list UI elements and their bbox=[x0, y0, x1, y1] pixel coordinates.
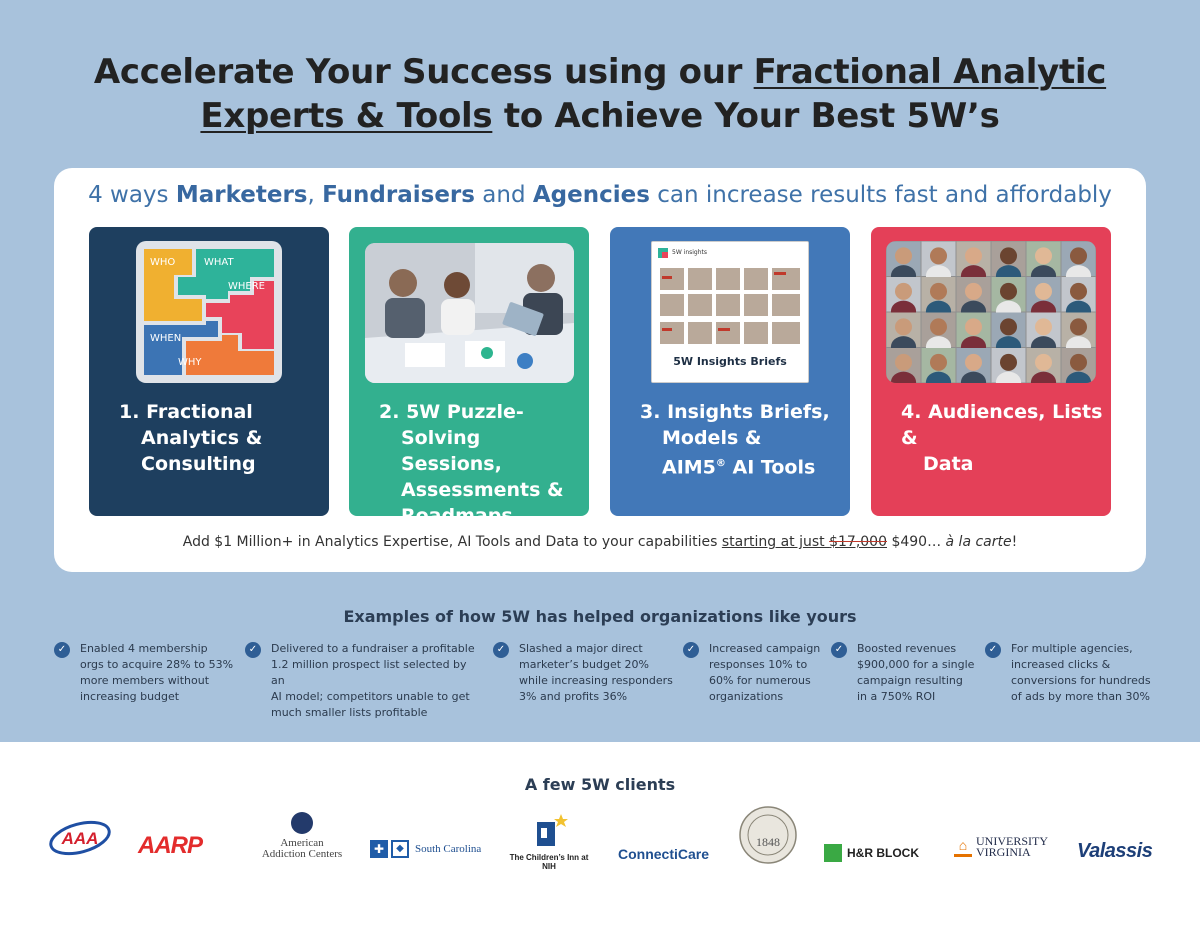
meeting-illustration bbox=[365, 243, 574, 383]
example-item: ✓ Boosted revenues $900,000 for a single c… bbox=[831, 641, 982, 705]
puzzle-image: WHO WHAT WHERE WHEN WHY bbox=[136, 241, 282, 383]
svg-text:WHO: WHO bbox=[150, 257, 175, 268]
team-meeting-photo bbox=[365, 243, 574, 383]
pricing-tagline: Add $1 Million+ in Analytics Expertise, … bbox=[182, 534, 1018, 550]
face-tile bbox=[886, 348, 921, 383]
faces-grid bbox=[886, 241, 1096, 383]
check-icon: ✓ bbox=[831, 642, 847, 658]
svg-text:WHY: WHY bbox=[178, 357, 202, 368]
face-tile bbox=[886, 312, 921, 358]
svg-text:5W insights: 5W insights bbox=[672, 249, 707, 256]
childrens-inn-emblem-icon bbox=[537, 814, 568, 846]
check-icon: ✓ bbox=[54, 642, 70, 658]
cross-icon: ✚ bbox=[370, 840, 388, 858]
1848-seal-logo: 1848 bbox=[739, 806, 797, 869]
face-tile bbox=[1061, 348, 1096, 383]
insights-brief-image: 5W insights 5W Insights Briefs bbox=[651, 241, 809, 383]
valassis-logo: Valassis bbox=[1077, 840, 1153, 862]
svg-text:WHEN: WHEN bbox=[150, 333, 181, 344]
face-tile bbox=[921, 348, 956, 383]
card-puzzle-sessions[interactable]: 2. 5W Puzzle- Solving Sessions, Assessme… bbox=[349, 227, 589, 527]
check-icon: ✓ bbox=[493, 642, 509, 658]
example-item: ✓ For multiple agencies, increased clicks… bbox=[985, 641, 1161, 705]
rotunda-icon: ⌂ bbox=[954, 837, 972, 857]
panel-subhead: 4 ways Marketers, Fundraisers and Agenci… bbox=[88, 182, 1112, 208]
american-addiction-centers-logo: American Addiction Centers bbox=[258, 812, 346, 860]
face-tile bbox=[956, 348, 991, 383]
5w-puzzle-graphic: WHO WHAT WHERE WHEN WHY bbox=[142, 247, 276, 377]
example-item: ✓ Increased campaign responses 10% to 60% … bbox=[683, 641, 829, 705]
svg-text:AAA: AAA bbox=[61, 829, 99, 848]
face-tile bbox=[886, 241, 921, 287]
green-square-icon bbox=[824, 844, 842, 862]
page-title: Accelerate Your Success using our Fracti… bbox=[93, 52, 1107, 136]
university-of-virginia-logo: ⌂ UNIVERSITY VIRGINIA bbox=[954, 835, 1048, 858]
svg-text:5W Insights Briefs: 5W Insights Briefs bbox=[673, 355, 787, 368]
svg-text:WHERE: WHERE bbox=[228, 281, 265, 292]
svg-text:WHAT: WHAT bbox=[204, 257, 234, 268]
card-4-label: 4. Audiences, Lists & Data bbox=[901, 401, 1103, 475]
face-tile bbox=[956, 241, 991, 287]
face-tile bbox=[1061, 241, 1096, 287]
face-tile bbox=[991, 348, 1026, 383]
face-tile bbox=[1026, 277, 1061, 322]
card-3-label: 3. Insights Briefs, Models & AIM5® AI To… bbox=[640, 401, 830, 479]
bcbs-south-carolina-logo: ✚ ◆ South Carolina bbox=[370, 840, 481, 858]
shield-icon: ◆ bbox=[391, 840, 409, 858]
example-item: ✓ Slashed a major direct marketer’s budge… bbox=[493, 641, 679, 705]
brief-document-graphic: 5W insights 5W Insights Briefs bbox=[652, 242, 808, 382]
check-icon: ✓ bbox=[683, 642, 699, 658]
audience-faces-collage bbox=[886, 241, 1096, 383]
example-item: ✓ Delivered to a fundraiser a profitable… bbox=[245, 641, 481, 721]
clients-title: A few 5W clients bbox=[524, 775, 676, 794]
aac-emblem-icon bbox=[291, 812, 313, 834]
aaa-logo: AAA bbox=[48, 820, 112, 861]
card-2-label: 2. 5W Puzzle- Solving Sessions, Assessme… bbox=[379, 401, 564, 527]
svg-text:1848: 1848 bbox=[756, 835, 780, 849]
ways-panel: 4 ways Marketers, Fundraisers and Agenci… bbox=[54, 168, 1146, 572]
face-tile bbox=[1026, 348, 1061, 383]
card-audiences-data[interactable]: 4. Audiences, Lists & Data bbox=[871, 227, 1111, 516]
connecticare-logo: ConnectiCare bbox=[618, 846, 710, 862]
aarp-logo: AARP bbox=[138, 832, 203, 859]
face-tile bbox=[991, 241, 1026, 287]
check-icon: ✓ bbox=[985, 642, 1001, 658]
hr-block-logo: H&R BLOCK bbox=[824, 844, 919, 862]
examples-title: Examples of how 5W has helped organizati… bbox=[343, 607, 857, 626]
face-tile bbox=[921, 277, 956, 322]
card-fractional-analytics[interactable]: WHO WHAT WHERE WHEN WHY 1. Fractional An… bbox=[89, 227, 329, 516]
card-1-label: 1. Fractional Analytics & Consulting bbox=[119, 401, 263, 475]
childrens-inn-nih-logo: The Children’s Inn at NIH bbox=[503, 812, 595, 871]
example-item: ✓ Enabled 4 membership orgs to acquire 28… bbox=[54, 641, 240, 705]
check-icon: ✓ bbox=[245, 642, 261, 658]
card-insights-briefs[interactable]: 5W insights 5W Insights Briefs 3. Insigh… bbox=[610, 227, 850, 516]
